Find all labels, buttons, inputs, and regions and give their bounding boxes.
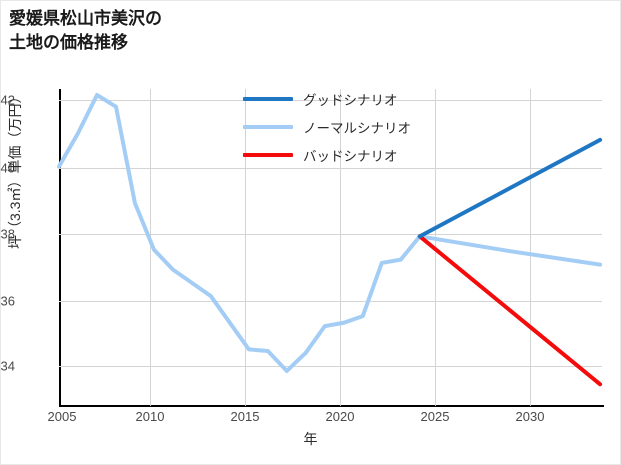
series-line-good [417,137,603,239]
y-tick-label-36: 36 [0,293,15,309]
series-line-bad [417,234,603,387]
gridline-x-2030 [530,89,531,406]
gridline-y-38 [59,234,602,235]
y-tick-label-42: 42 [0,92,15,108]
series-plot [57,93,603,387]
y-axis-label: 坪（3.3㎡）単価（万円） [7,89,23,249]
legend-item-normal[interactable]: ノーマルシナリオ [243,119,411,136]
gridline-y-42 [59,100,602,101]
legend: グッドシナリオ ノーマルシナリオ バッドシナリオ [243,91,411,164]
x-tick-label-2030: 2030 [515,409,545,424]
legend-label-bad: バッドシナリオ [303,149,398,164]
legend-label-good: グッドシナリオ [303,93,398,108]
plot-area [57,89,603,406]
chart-title-line-2: 土地の価格推移 [9,33,128,53]
gridline-y-40 [59,168,602,169]
y-axis-spine [59,89,61,407]
gridline-x-2010 [150,89,151,406]
chart-title-line-1: 愛媛県松山市美沢の [9,9,162,28]
x-axis-label: 年 [303,431,318,447]
chart-title: 愛媛県松山市美沢の 土地の価格推移 [9,7,162,55]
gridline-y-34 [59,366,602,367]
legend-swatch-normal [243,125,293,129]
x-tick-label-2025: 2025 [420,409,450,424]
series-line-normal [57,93,603,373]
gridline-x-2015 [245,89,246,406]
legend-item-bad[interactable]: バッドシナリオ [243,147,411,164]
x-tick-label-2005: 2005 [47,409,77,424]
x-axis-spine [59,405,604,407]
y-tick-label-34: 34 [0,358,15,374]
legend-swatch-good [243,97,293,101]
legend-item-good[interactable]: グッドシナリオ [243,91,411,108]
legend-swatch-bad [243,153,293,157]
y-tick-label-38: 38 [0,226,15,242]
legend-label-normal: ノーマルシナリオ [303,121,411,136]
gridline-y-36 [59,301,602,302]
x-tick-label-2020: 2020 [325,409,355,424]
x-tick-label-2015: 2015 [230,409,260,424]
x-tick-label-2010: 2010 [135,409,165,424]
gridline-x-2020 [340,89,341,406]
y-tick-label-40: 40 [0,160,15,176]
